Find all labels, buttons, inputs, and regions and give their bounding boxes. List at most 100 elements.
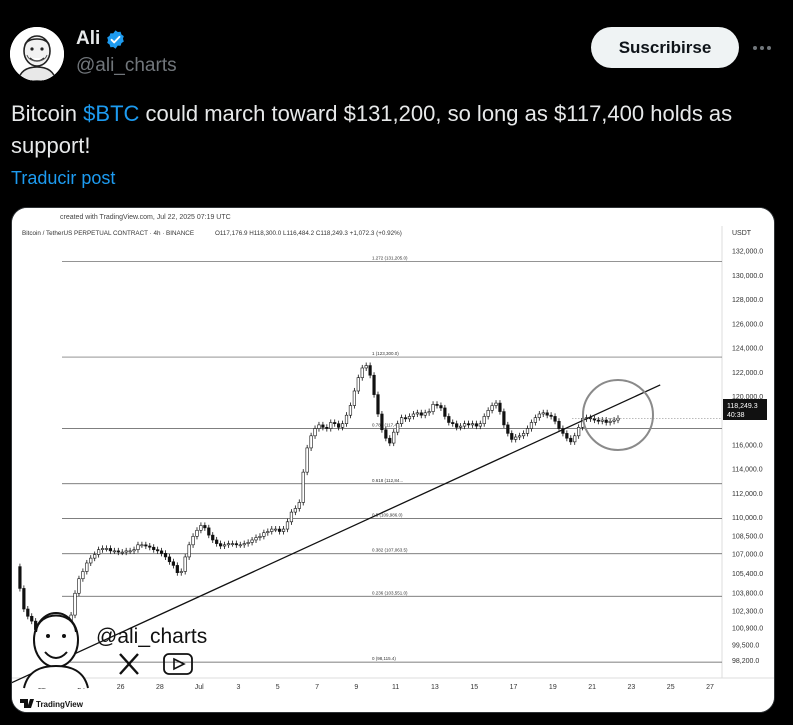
candle-body: [407, 416, 412, 420]
candle-body: [274, 528, 278, 531]
candle-body: [26, 608, 30, 617]
candle-body: [521, 433, 526, 437]
chart-symbol-text: Bitcoin / TetherUS PERPETUAL CONTRACT · …: [22, 230, 194, 237]
candle-body: [533, 417, 537, 423]
candle-body: [262, 532, 266, 537]
candle-body: [136, 544, 140, 550]
last-price-tag: 118,249.3 40:38: [723, 399, 767, 420]
x-tick-label: 9: [354, 684, 358, 691]
candle-body: [352, 390, 356, 406]
candle-body: [254, 537, 258, 541]
candle-body: [470, 423, 475, 426]
candle-body: [242, 543, 246, 546]
candle-body: [148, 545, 152, 548]
post-text: Bitcoin $BTC could march toward $131,200…: [11, 98, 786, 162]
candle-body: [183, 556, 187, 572]
candle-body: [388, 437, 392, 444]
candle-body: [281, 528, 286, 532]
candle-body: [238, 544, 242, 547]
candle-body: [215, 539, 219, 544]
author-name[interactable]: Ali: [76, 28, 101, 49]
candle-body: [459, 425, 463, 428]
candle-body: [85, 562, 89, 572]
x-tick-label: 15: [470, 684, 478, 691]
y-tick-label: 105,400.0: [732, 571, 763, 578]
candle-body: [230, 543, 235, 545]
candle-body: [372, 374, 376, 395]
candle-body: [266, 531, 270, 534]
x-tick-label: 7: [315, 684, 319, 691]
candle-body: [557, 420, 561, 429]
candle-body: [399, 417, 404, 424]
candle-body: [577, 427, 581, 437]
candle-body: [553, 416, 557, 422]
y-tick-label: 98,200.0: [732, 658, 759, 665]
x-tick-label: 23: [628, 684, 636, 691]
candle-body: [104, 548, 109, 550]
x-tick-label: 17: [510, 684, 518, 691]
candle-body: [356, 377, 360, 392]
chart-created-text: created with TradingView.com, Jul 22, 20…: [60, 214, 231, 221]
y-tick-label: 124,000.0: [732, 346, 763, 353]
x-tick-label: Jul: [195, 684, 204, 691]
candle-body: [289, 511, 294, 523]
candle-body: [325, 427, 329, 429]
candle-body: [207, 527, 211, 536]
fib-level-label: 0.382 (107,063.5): [372, 548, 408, 553]
more-dots-icon[interactable]: [748, 36, 776, 60]
candle-body: [250, 539, 254, 543]
candle-body: [144, 544, 148, 547]
candle-body: [171, 561, 175, 566]
trendline: [12, 384, 661, 684]
candle-body: [203, 525, 207, 529]
candle-body: [191, 536, 195, 546]
translate-post-link[interactable]: Traducir post: [11, 168, 116, 188]
candle-body: [455, 423, 459, 428]
candle-body: [211, 534, 215, 541]
candle-body: [608, 420, 612, 423]
subscribe-button[interactable]: Suscribirse: [591, 27, 739, 68]
candle-body: [486, 410, 490, 417]
candle-body: [518, 435, 522, 438]
candle-body: [128, 550, 132, 553]
y-tick-label: 126,000.0: [732, 321, 763, 328]
cashtag-link[interactable]: $BTC: [83, 101, 140, 126]
fib-level-label: 1 (123,300.0): [372, 351, 399, 356]
watermark-handle: @ali_charts: [96, 625, 207, 648]
fib-level-label: 0.618 (112,84...: [372, 478, 403, 483]
candle-body: [313, 428, 317, 437]
candle-body: [77, 578, 81, 594]
candle-body: [163, 552, 168, 558]
highlight-circle: [582, 379, 654, 451]
candle-body: [435, 404, 439, 406]
play-button-icon: [163, 653, 193, 675]
candle-body: [30, 615, 34, 622]
author-handle[interactable]: @ali_charts: [76, 55, 177, 76]
candle-body: [573, 435, 577, 443]
candle-body: [120, 551, 124, 554]
candle-body: [100, 548, 105, 550]
candle-body: [124, 550, 128, 553]
candle-body: [81, 571, 85, 580]
candle-body: [431, 404, 435, 412]
candle-body: [337, 423, 341, 428]
y-tick-label: 110,000.0: [732, 515, 763, 522]
post-media-chart[interactable]: created with TradingView.com, Jul 22, 20…: [11, 207, 775, 713]
candle-body: [592, 418, 596, 421]
candle-body: [360, 367, 364, 378]
candle-body: [93, 554, 97, 559]
x-tick-label: 21: [588, 684, 596, 691]
candle-body: [510, 433, 514, 440]
y-tick-label: 130,000.0: [732, 273, 763, 280]
btc-chart: created with TradingView.com, Jul 22, 20…: [12, 208, 774, 712]
candle-body: [569, 437, 573, 443]
candle-body: [443, 407, 447, 417]
y-tick-label: 114,000.0: [732, 467, 763, 474]
candle-body: [132, 549, 136, 552]
x-tick-label: 25: [667, 684, 675, 691]
candle-body: [419, 412, 423, 416]
candle-body: [167, 556, 172, 563]
avatar[interactable]: [10, 27, 64, 81]
candle-body: [297, 502, 301, 509]
y-tick-label: 132,000.0: [732, 249, 763, 256]
